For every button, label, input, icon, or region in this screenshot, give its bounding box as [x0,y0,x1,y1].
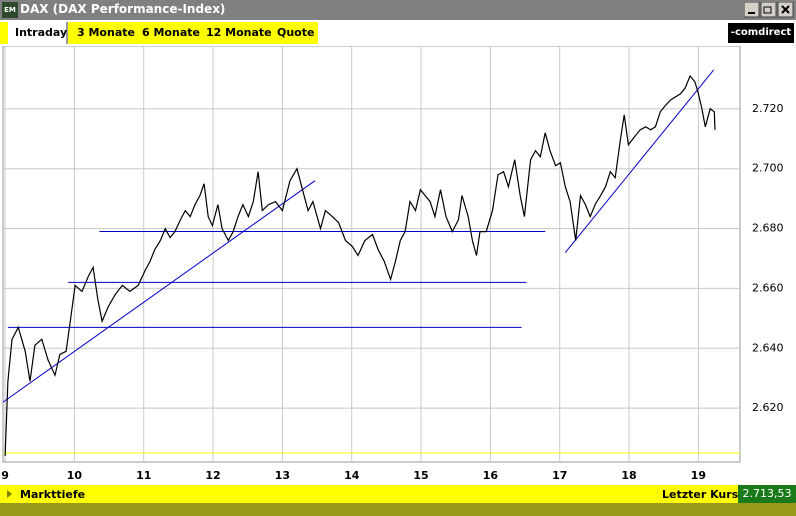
x-tick-label: 18 [621,469,636,482]
expander-arrow[interactable] [6,489,14,499]
last-price-label: Letzter Kurs [662,488,739,501]
window-buttons[interactable] [744,2,794,18]
x-tick-label: 13 [275,469,290,482]
y-tick-label: 2.660 [752,281,784,294]
status-bar: Markttiefe Letzter Kurs 2.713,53 [0,485,796,503]
last-price-value: 2.713,53 [738,485,796,503]
plot-area [2,46,741,463]
tab-active-bg [8,22,68,44]
trend-line [2,180,316,403]
y-tick-label: 2.720 [752,102,784,115]
title-bar: EM DAX (DAX Performance-Index) [0,0,796,20]
y-tick-label: 2.700 [752,162,784,175]
x-tick-label: 12 [205,469,220,482]
tab[interactable]: Intraday [15,26,68,39]
tab-strip [0,22,318,44]
tab-bar: Intraday 3 Monate 6 Monate 12 Monate Quo… [0,20,796,46]
tab[interactable]: 6 Monate [142,26,200,39]
x-tick-label: 17 [552,469,567,482]
y-tick-label: 2.680 [752,222,784,235]
x-tick-label: 19 [691,469,706,482]
x-tick-label: 11 [136,469,151,482]
logo: -comdirect [728,23,794,43]
tab[interactable]: 3 Monate [77,26,135,39]
x-tick-label: 14 [344,469,360,482]
x-tick-label: 15 [413,469,428,482]
svg-text:EM: EM [4,6,16,14]
x-tick-label: 10 [67,469,83,482]
tab[interactable]: 12 Monate [206,26,272,39]
trend-line [564,69,715,253]
depth-label[interactable]: Markttiefe [20,488,86,501]
app-icon: EM [2,2,18,18]
bottom-bar [0,503,796,516]
y-tick-label: 2.620 [752,401,784,414]
x-tick-label: 16 [483,469,499,482]
window-title: DAX (DAX Performance-Index) [20,2,226,16]
tab[interactable]: Quote [277,26,315,39]
x-tick-label: 9 [1,469,9,482]
price-line [4,74,716,457]
chart: 2.620 2.640 2.660 2.680 2.700 2.720 9 10 11 12 13 1… [1,46,784,482]
y-tick-label: 2.640 [752,341,784,354]
